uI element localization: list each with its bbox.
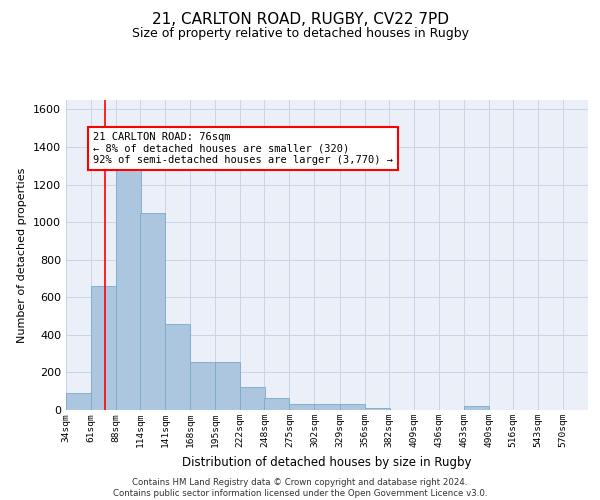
Bar (365, 408, 389, 410)
Bar (140, 212, 165, 410)
Bar (190, 362, 215, 410)
Text: Contains HM Land Registry data © Crown copyright and database right 2024.
Contai: Contains HM Land Registry data © Crown c… (113, 478, 487, 498)
Bar (91, 286, 116, 410)
Bar (66, 393, 91, 410)
Text: Size of property relative to detached houses in Rugby: Size of property relative to detached ho… (131, 28, 469, 40)
Bar (340, 404, 365, 410)
Text: 21, CARLTON ROAD, RUGBY, CV22 7PD: 21, CARLTON ROAD, RUGBY, CV22 7PD (151, 12, 449, 28)
Bar (116, 168, 141, 410)
Bar (464, 406, 489, 410)
Bar (215, 362, 241, 410)
Bar (265, 398, 289, 410)
X-axis label: Distribution of detached houses by size in Rugby: Distribution of detached houses by size … (182, 456, 472, 468)
Bar (165, 324, 190, 410)
Bar (241, 386, 265, 410)
Bar (289, 404, 314, 410)
Bar (314, 404, 340, 410)
Y-axis label: Number of detached properties: Number of detached properties (17, 168, 28, 342)
Text: 21 CARLTON ROAD: 76sqm
← 8% of detached houses are smaller (320)
92% of semi-det: 21 CARLTON ROAD: 76sqm ← 8% of detached … (93, 132, 393, 165)
